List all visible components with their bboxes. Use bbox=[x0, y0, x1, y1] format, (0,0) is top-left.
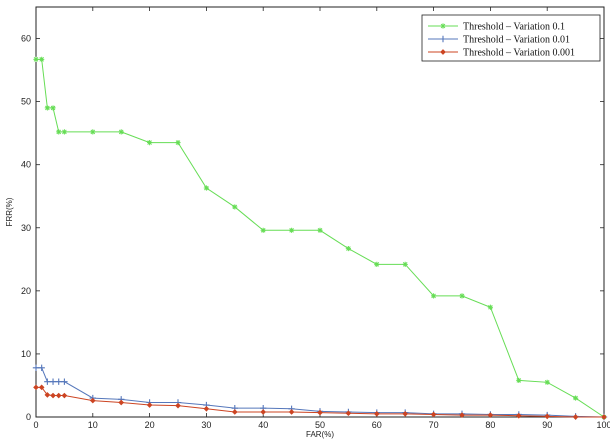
series-2-point bbox=[55, 378, 62, 385]
series-1-point bbox=[147, 140, 153, 146]
series-3-point bbox=[572, 414, 579, 420]
y-axis-label: FRR(%) bbox=[5, 197, 14, 226]
series-3-point bbox=[345, 410, 352, 417]
legend-marker-3 bbox=[440, 49, 446, 55]
series-2-point bbox=[38, 364, 45, 371]
series-3-point bbox=[459, 412, 465, 418]
series-3-point bbox=[118, 399, 125, 406]
series-3-point bbox=[544, 413, 551, 420]
series-3-point bbox=[373, 411, 380, 417]
x-tick-label: 40 bbox=[258, 420, 268, 430]
legend: Threshold – Variation 0.1 Threshold – Var… bbox=[421, 14, 601, 62]
series-3-point bbox=[146, 402, 153, 408]
y-tick-label: 30 bbox=[21, 223, 31, 233]
x-tick-label: 70 bbox=[429, 420, 439, 430]
series-1-point bbox=[573, 395, 579, 401]
legend-label-1: Threshold – Variation 0.1 bbox=[463, 22, 565, 33]
y-tick-label: 40 bbox=[21, 160, 31, 170]
legend-label-3: Threshold – Variation 0.001 bbox=[463, 48, 575, 59]
series-1-point bbox=[39, 56, 45, 62]
series-2-point bbox=[49, 378, 57, 385]
series-3-point bbox=[44, 392, 51, 398]
series-3-point bbox=[89, 397, 96, 404]
series-1-point bbox=[289, 227, 295, 233]
series-1-point bbox=[487, 304, 493, 310]
series-3-point bbox=[402, 411, 409, 417]
series-3-point bbox=[203, 405, 210, 412]
series-3-point bbox=[61, 392, 68, 399]
series-1 bbox=[33, 56, 607, 420]
series-1-point bbox=[44, 105, 50, 111]
series-3-point bbox=[38, 384, 45, 391]
x-tick-label: 50 bbox=[315, 420, 325, 430]
y-tick-label: 50 bbox=[21, 97, 31, 107]
series-2-point bbox=[61, 378, 68, 385]
series-1-point bbox=[61, 129, 67, 135]
series-1-point bbox=[232, 204, 238, 210]
series-1-point bbox=[90, 129, 96, 135]
series-3-point bbox=[55, 392, 62, 399]
x-tick-label: 60 bbox=[372, 420, 382, 430]
y-tick-label: 10 bbox=[21, 349, 31, 359]
legend-marker-1 bbox=[440, 23, 446, 29]
series-3-point bbox=[33, 384, 39, 391]
series-1-point bbox=[544, 379, 550, 385]
x-tick-label: 90 bbox=[542, 420, 552, 430]
x-tick-label: 30 bbox=[201, 420, 211, 430]
series-3-point bbox=[430, 411, 437, 418]
series-3-point bbox=[515, 412, 522, 419]
series-layer bbox=[32, 56, 608, 421]
series-1-point bbox=[431, 293, 437, 299]
y-tick-label: 0 bbox=[26, 412, 31, 422]
series-3-point bbox=[50, 392, 56, 399]
series-2-point bbox=[32, 364, 40, 371]
legend-marker-2 bbox=[439, 35, 447, 43]
series-1-point bbox=[516, 377, 522, 384]
series-3-point bbox=[317, 409, 323, 416]
series-1-point bbox=[317, 227, 323, 233]
series-1-point bbox=[175, 140, 181, 146]
y-tick-label: 20 bbox=[21, 286, 31, 296]
x-tick-label: 100 bbox=[596, 420, 610, 430]
series-1-point bbox=[260, 227, 266, 233]
x-tick-label: 10 bbox=[88, 420, 98, 430]
series-1-point bbox=[56, 129, 62, 135]
series-1-point bbox=[459, 293, 465, 299]
series-3-point bbox=[260, 409, 267, 415]
series-1-point bbox=[345, 245, 351, 252]
legend-box bbox=[421, 14, 601, 62]
series-3-point bbox=[601, 414, 607, 420]
series-3-point bbox=[231, 409, 238, 415]
x-axis-label: FAR(%) bbox=[306, 430, 334, 439]
series-1-point bbox=[50, 105, 56, 111]
series-3-point bbox=[487, 412, 494, 418]
series-1-point bbox=[374, 261, 380, 267]
series-3-point bbox=[175, 402, 181, 409]
legend-label-2: Threshold – Variation 0.01 bbox=[463, 35, 570, 46]
x-tick-label: 80 bbox=[485, 420, 495, 430]
series-3 bbox=[33, 384, 607, 420]
series-1-point bbox=[402, 261, 408, 267]
plot-area bbox=[35, 6, 605, 418]
series-3-point bbox=[288, 409, 295, 415]
series-1-point bbox=[203, 185, 209, 191]
y-tick-label: 60 bbox=[21, 34, 31, 44]
series-1-point bbox=[118, 129, 124, 135]
series-1-point bbox=[33, 56, 39, 62]
x-tick-label: 20 bbox=[145, 420, 155, 430]
x-tick-label: 0 bbox=[33, 420, 38, 430]
series-2-point bbox=[44, 378, 51, 385]
